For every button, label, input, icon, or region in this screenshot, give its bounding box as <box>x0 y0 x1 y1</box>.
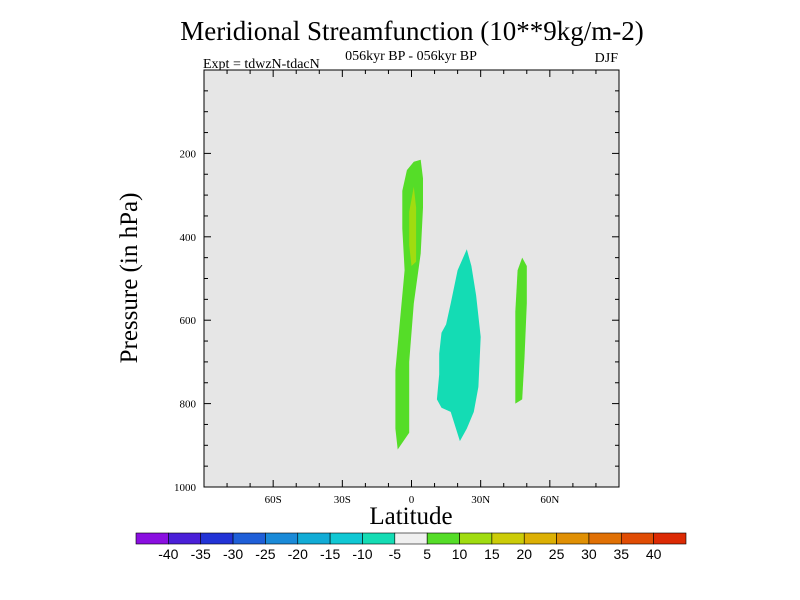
x-tick-label: 0 <box>409 494 415 506</box>
colorbar-label: 5 <box>423 546 431 562</box>
contour-region-2 <box>515 257 527 404</box>
chart-subtitle-right: DJF <box>595 51 619 66</box>
colorbar: -40 -35 -30 -25 -20 -15 -10 -5 5 10 15 20 25 30 35 40 <box>135 532 687 562</box>
colorbar-label: -35 <box>191 546 211 562</box>
y-tick-label: 400 <box>180 232 197 244</box>
colorbar-swatch <box>168 532 202 545</box>
colorbar-label: 25 <box>549 546 565 562</box>
x-tick-label: 60N <box>540 494 559 506</box>
chart-title: Meridional Streamfunction (10**9kg/m-2) <box>180 16 643 46</box>
colorbar-label: -15 <box>320 546 340 562</box>
colorbar-swatch <box>620 532 654 545</box>
chart-subtitle-left: Expt = tdwzN-tdacN <box>203 57 320 72</box>
colorbar-label: 35 <box>614 546 630 562</box>
contour-region-3 <box>436 249 481 442</box>
contour-regions <box>395 159 527 450</box>
colorbar-swatch <box>653 532 687 545</box>
colorbar-label: -25 <box>255 546 275 562</box>
colorbar-label: 40 <box>646 546 662 562</box>
colorbar-label: 10 <box>452 546 468 562</box>
contour-region-1 <box>409 186 417 266</box>
x-tick-label: 30S <box>334 494 351 506</box>
colorbar-swatch <box>232 532 266 545</box>
colorbar-swatch <box>523 532 557 545</box>
colorbar-swatch <box>426 532 460 545</box>
colorbar-swatch <box>265 532 299 545</box>
colorbar-swatch <box>297 532 331 545</box>
x-tick-label: 30N <box>471 494 490 506</box>
colorbar-swatch <box>491 532 525 545</box>
colorbar-swatch <box>362 532 396 545</box>
colorbar-swatch <box>556 532 590 545</box>
colorbar-label: 20 <box>516 546 532 562</box>
colorbar-label: 15 <box>484 546 500 562</box>
colorbar-label: -40 <box>158 546 178 562</box>
colorbar-label: 30 <box>581 546 597 562</box>
colorbar-swatch <box>200 532 234 545</box>
colorbar-label: -10 <box>352 546 372 562</box>
colorbar-swatch <box>135 532 169 545</box>
x-axis-title: Latitude <box>369 503 452 530</box>
colorbar-swatch <box>329 532 363 545</box>
y-tick-label: 600 <box>180 315 197 327</box>
colorbar-label: -20 <box>288 546 308 562</box>
chart-subtitle-center: 056kyr BP - 056kyr BP <box>345 49 477 64</box>
axis-ticks: 60S 30S 0 30N 60N 200 400 600 800 1000 <box>174 70 619 506</box>
colorbar-swatch <box>459 532 493 545</box>
y-tick-label: 1000 <box>174 482 197 494</box>
colorbar-swatch <box>588 532 622 545</box>
colorbar-swatch <box>394 532 428 545</box>
y-axis-title: Pressure (in hPa) <box>116 193 143 364</box>
y-tick-label: 800 <box>180 399 197 411</box>
x-tick-label: 60S <box>265 494 282 506</box>
colorbar-label: -30 <box>223 546 243 562</box>
y-tick-label: 200 <box>180 148 197 160</box>
colorbar-label: -5 <box>389 546 402 562</box>
